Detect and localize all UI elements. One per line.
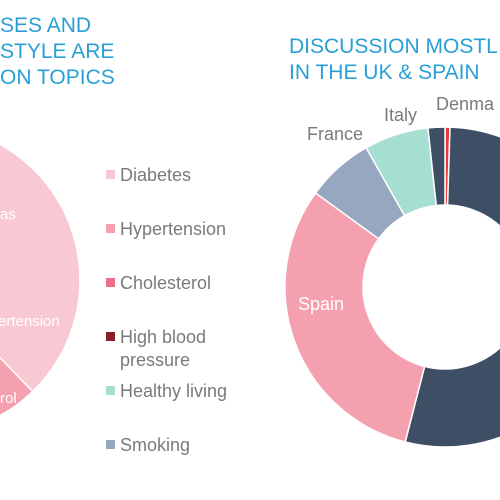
slice-uk	[404, 126, 500, 448]
right-chart-title: DISCUSSION MOSTL IN THE UK & SPAIN	[289, 34, 498, 86]
slice-label: Denma	[436, 94, 495, 114]
slice-label: rol	[0, 390, 17, 407]
slice-label: ertension	[0, 313, 60, 330]
right-donut-chart	[284, 126, 500, 448]
legend-label: High blood pressure	[120, 327, 207, 370]
legend-label: Smoking	[120, 435, 191, 455]
slice-diabetes	[0, 143, 81, 393]
left-title-line-3: ON TOPICS	[0, 66, 115, 89]
slice-hypertension	[0, 356, 34, 417]
legend-label: Healthy living	[120, 381, 228, 401]
legend-swatch	[106, 440, 115, 449]
left-title-line-1: SES AND	[0, 14, 92, 37]
legend-swatch	[106, 170, 115, 179]
slice-other	[427, 126, 446, 207]
slice-spain	[284, 191, 426, 443]
left-chart-title: SES AND STYLE ARE ON TOPICS	[0, 13, 115, 91]
right-title-line-2: IN THE UK & SPAIN	[289, 61, 480, 84]
slice-labels: as ertension rol Spain France Italy Denma	[0, 94, 495, 407]
legend-label: Hypertension	[120, 219, 227, 239]
slice-label: as	[0, 206, 16, 223]
slice-label: Spain	[298, 294, 344, 314]
legend-swatch	[106, 332, 115, 341]
slice-label: Italy	[384, 105, 417, 125]
legend-swatch	[106, 278, 115, 287]
legend-swatch	[106, 386, 115, 395]
legend-label: Cholesterol	[120, 273, 212, 293]
left-title-line-2: STYLE ARE	[0, 40, 115, 63]
legend-swatch	[106, 224, 115, 233]
slice-label: France	[307, 124, 363, 144]
right-title-line-1: DISCUSSION MOSTL	[289, 35, 498, 58]
legend-label: Diabetes	[120, 165, 192, 185]
left-pie-chart	[0, 143, 81, 417]
